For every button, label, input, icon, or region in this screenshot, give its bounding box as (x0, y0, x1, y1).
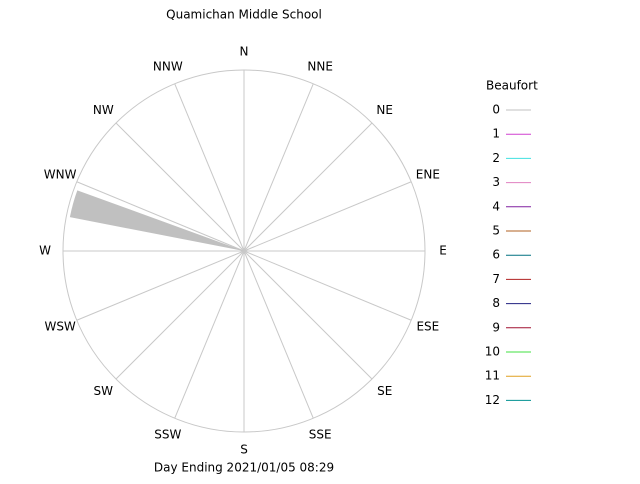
legend-label: 2 (492, 151, 500, 165)
direction-label: W (39, 244, 51, 258)
spoke (115, 250, 245, 380)
direction-label: E (439, 244, 447, 258)
legend-label: 6 (492, 248, 500, 262)
legend-label: 11 (485, 369, 500, 383)
direction-label: SE (377, 384, 392, 398)
direction-label: WSW (44, 320, 75, 334)
direction-label: WNW (44, 167, 77, 181)
direction-label: ENE (416, 167, 440, 181)
chart-title: Quamichan Middle School (166, 8, 322, 22)
spoke (115, 122, 245, 252)
spoke (243, 83, 314, 252)
legend-label: 10 (485, 345, 500, 359)
spoke (243, 181, 412, 252)
legend-label: 3 (492, 175, 500, 189)
spoke (243, 250, 412, 321)
legend-label: 9 (492, 320, 500, 334)
direction-label: SSE (309, 427, 332, 441)
direction-label: SW (94, 384, 114, 398)
spoke (174, 83, 245, 252)
sector (69, 190, 244, 251)
direction-label: NNE (307, 60, 333, 74)
direction-label: ESE (416, 320, 439, 334)
spoke (243, 122, 373, 252)
legend-label: 1 (492, 127, 500, 141)
spoke (174, 250, 245, 419)
legend-label: 5 (492, 224, 500, 238)
direction-label: N (240, 45, 249, 59)
direction-label: NE (376, 103, 393, 117)
legend-label: 8 (492, 296, 500, 310)
legend-label: 0 (492, 103, 500, 117)
spoke (243, 250, 314, 419)
legend-title: Beaufort (486, 79, 538, 93)
spoke (76, 250, 245, 321)
spoke (76, 181, 245, 252)
direction-label: S (240, 443, 248, 457)
direction-label: NW (93, 103, 114, 117)
direction-label: NNW (153, 60, 183, 74)
spoke (243, 250, 373, 380)
legend-label: 4 (492, 199, 500, 213)
legend-label: 7 (492, 272, 500, 286)
legend-label: 12 (485, 393, 500, 407)
direction-label: SSW (154, 427, 181, 441)
x-axis-label: Day Ending 2021/01/05 08:29 (154, 461, 334, 475)
